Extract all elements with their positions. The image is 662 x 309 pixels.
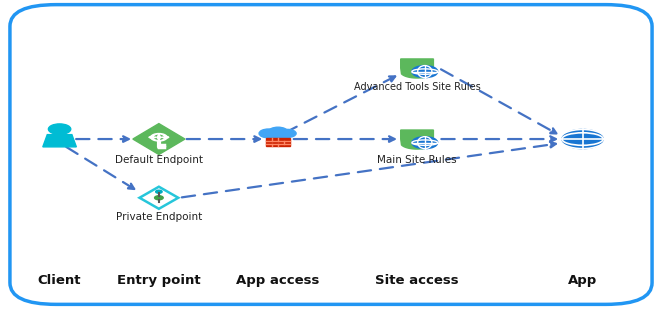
Text: App: App [568,274,597,287]
Circle shape [155,135,163,139]
Circle shape [54,132,65,137]
Polygon shape [43,135,76,147]
Circle shape [279,129,296,138]
Circle shape [154,196,163,200]
Circle shape [275,132,290,139]
Text: Private Endpoint: Private Endpoint [116,212,202,222]
Polygon shape [133,124,185,154]
Circle shape [151,133,167,141]
Bar [266,138,290,146]
FancyBboxPatch shape [10,5,652,304]
Circle shape [412,66,438,78]
Circle shape [259,129,278,138]
Text: Client: Client [38,274,81,287]
Circle shape [562,129,603,149]
Circle shape [156,190,162,193]
Text: Advanced Tools Site Rules: Advanced Tools Site Rules [354,83,481,92]
Circle shape [412,137,438,149]
Text: App access: App access [236,274,320,287]
Polygon shape [401,59,434,78]
Circle shape [266,132,281,139]
Polygon shape [401,130,434,149]
Text: Site access: Site access [375,274,459,287]
Circle shape [48,124,71,134]
Circle shape [269,127,287,136]
Text: Default Endpoint: Default Endpoint [115,155,203,165]
Text: Entry point: Entry point [117,274,201,287]
Text: Main Site Rules: Main Site Rules [377,155,457,165]
